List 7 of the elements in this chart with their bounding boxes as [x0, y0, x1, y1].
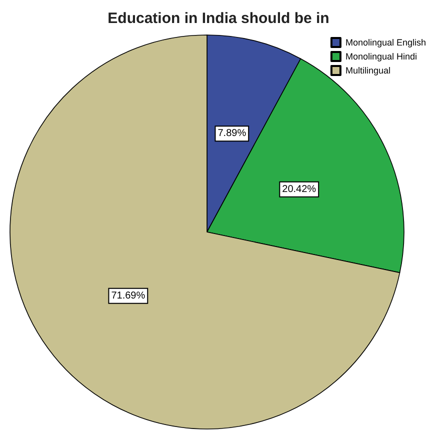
legend-label: Monolingual Hindi — [345, 52, 417, 62]
data-label: 71.69% — [111, 290, 146, 302]
legend-label: Monolingual English — [345, 38, 426, 48]
data-label: 7.89% — [218, 128, 246, 140]
data-label: 20.42% — [282, 184, 316, 195]
chart-title: Education in India should be in — [108, 10, 330, 27]
legend-label: Multilingual — [345, 66, 390, 76]
